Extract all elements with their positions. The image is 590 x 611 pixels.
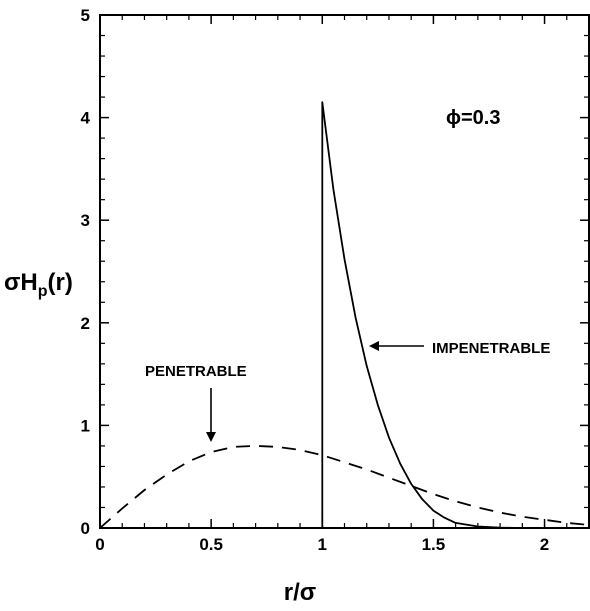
tick-labels: 0 0.5 1 1.5 2 0 1 2 3 4 5 <box>81 6 550 554</box>
phi-annotation: ϕ=0.3 <box>446 107 500 129</box>
x-axis-title-main: r/ <box>284 579 300 606</box>
y-tick-label: 1 <box>81 416 90 435</box>
plot-frame <box>99 14 590 529</box>
y-axis-title-arg: (r) <box>48 269 73 296</box>
x-tick-label: 2 <box>540 535 549 554</box>
x-tick-label: 0 <box>95 535 104 554</box>
series-lines <box>99 101 590 529</box>
penetrable-label: PENETRABLE <box>145 363 247 380</box>
impenetrable-arrow <box>369 341 424 351</box>
plot-frame-rect <box>99 14 590 529</box>
y-tick-label: 3 <box>81 211 90 230</box>
y-axis-title: σHp(r) <box>4 269 73 300</box>
x-axis-title: r/σ <box>284 579 316 606</box>
y-tick-label: 2 <box>81 314 90 333</box>
y-axis-title-sigma: σ <box>4 269 20 296</box>
impenetrable-curve <box>321 101 545 529</box>
y-tick-label: 4 <box>81 109 91 128</box>
penetrable-curve <box>99 444 590 529</box>
y-tick-label: 0 <box>81 519 90 538</box>
axis-ticks <box>99 14 590 529</box>
x-tick-label: 1 <box>318 535 327 554</box>
penetrable-arrow <box>206 388 216 442</box>
x-tick-label: 1.5 <box>422 535 446 554</box>
x-axis-title-sigma: σ <box>300 579 316 606</box>
y-axis-title-h: H <box>20 269 37 296</box>
y-tick-label: 5 <box>81 6 90 25</box>
impenetrable-label: IMPENETRABLE <box>432 340 550 357</box>
y-axis-title-sub: p <box>38 283 48 300</box>
x-tick-label: 0.5 <box>199 535 223 554</box>
